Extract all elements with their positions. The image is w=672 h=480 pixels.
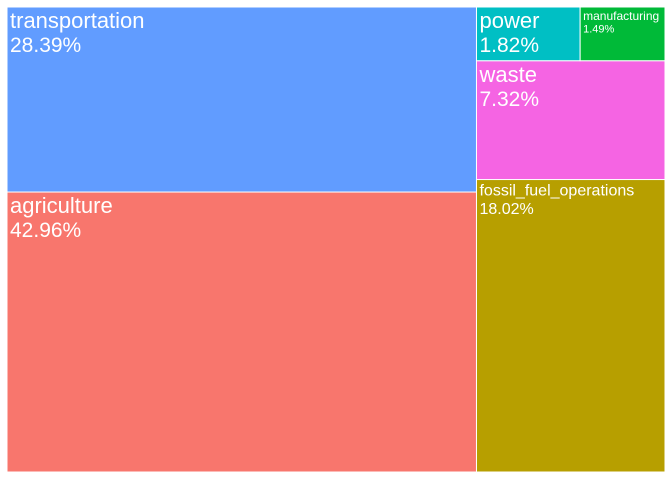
tile-value-label: 1.82% xyxy=(479,34,539,57)
tile-name-label: waste xyxy=(478,62,536,87)
tile-value-label: 18.02% xyxy=(479,201,533,218)
tile-value-label: 7.32% xyxy=(479,88,539,111)
treemap-rect xyxy=(475,6,581,62)
tile-name-label: fossil_fuel_operations xyxy=(479,183,634,200)
tile-name-label: transportation xyxy=(10,8,145,33)
tile-value-label: 42.96% xyxy=(10,219,81,242)
treemap-rect xyxy=(6,6,477,193)
tile-name-label: power xyxy=(479,8,539,33)
treemap-rect xyxy=(579,6,666,62)
tile-name-label: agriculture xyxy=(10,193,113,218)
treemap-rect xyxy=(475,179,666,473)
tile-value-label: 28.39% xyxy=(10,34,81,57)
treemap-rect xyxy=(6,191,477,473)
tile-name-label: manufacturing xyxy=(583,9,659,23)
tile-value-label: 1.49% xyxy=(583,23,614,35)
